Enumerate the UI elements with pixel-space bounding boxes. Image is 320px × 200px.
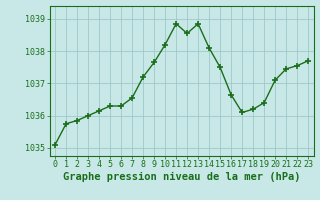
X-axis label: Graphe pression niveau de la mer (hPa): Graphe pression niveau de la mer (hPa) bbox=[63, 172, 300, 182]
